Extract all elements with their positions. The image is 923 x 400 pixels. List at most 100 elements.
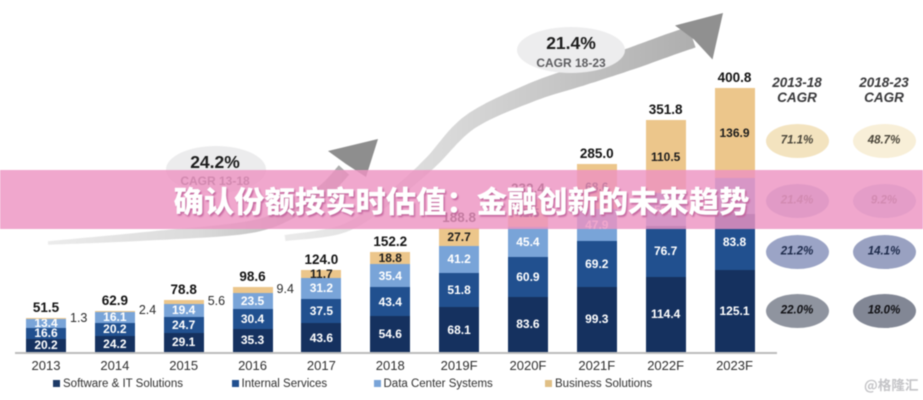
growth-arrow-2018-23 [284, 13, 723, 241]
bar-segment [94, 312, 135, 323]
bar-segment [232, 293, 273, 309]
bar-total-label: 51.5 [32, 300, 60, 316]
cagr-oval: 21.2% [765, 235, 829, 269]
bar-segment [301, 270, 342, 279]
bar-segment [507, 256, 548, 297]
watermark-glyphs [864, 378, 919, 393]
segment-value-outside: 5.6 [207, 293, 226, 308]
bar-segment [26, 338, 66, 352]
x-axis-tick-label: 2015 [169, 358, 199, 373]
bar-total-label: 351.8 [648, 102, 683, 118]
segment-value: 45.4 [516, 234, 540, 249]
segment-value: 43.6 [309, 330, 334, 345]
cagr-oval-value: 71.1% [780, 134, 814, 147]
cagr-column-header-1: 2013-18 CAGR [772, 75, 822, 105]
cagr-oval-value: 18.0% [867, 304, 901, 317]
bar-segment [507, 296, 548, 352]
bar-segment [439, 245, 480, 273]
segment-value: 29.1 [172, 335, 196, 350]
segment-value: 30.4 [240, 311, 265, 326]
x-axis-tick-label: 2018 [375, 358, 405, 373]
x-axis-tick-label: 2020F [509, 358, 547, 373]
segment-value: 83.6 [516, 317, 540, 332]
segment-value: 54.6 [378, 327, 402, 342]
bar-segment [370, 287, 411, 317]
bar-segment [94, 322, 135, 337]
bar-total-label: 400.8 [717, 69, 752, 85]
bar-total-label: 98.6 [239, 269, 266, 285]
cagr-oval: 71.1% [765, 124, 829, 158]
bar-segment [370, 251, 411, 265]
segment-value-outside: 2.4 [138, 303, 157, 318]
segment-value: 51.8 [447, 283, 471, 298]
bar-segment [232, 308, 273, 329]
segment-value: 27.7 [447, 229, 471, 244]
segment-value: 18.8 [378, 250, 402, 265]
bar-segment [232, 328, 273, 352]
bar-segment [370, 264, 411, 288]
x-axis-tick-label: 2016 [238, 358, 267, 373]
segment-value: 41.2 [447, 252, 471, 267]
segment-value: 76.7 [653, 244, 678, 259]
bar-total-label: 124.0 [304, 252, 339, 268]
segment-value: 99.3 [585, 312, 609, 327]
bar-segment [576, 286, 617, 352]
x-axis-tick-label: 2017 [306, 358, 336, 373]
segment-value: 110.5 [650, 149, 681, 164]
segment-value-outside: 9.4 [276, 282, 294, 297]
bar-segment [439, 307, 480, 352]
legend-label: Business Solutions [555, 378, 653, 390]
cagr-oval: 22.0% [765, 294, 829, 328]
bar-segment [301, 278, 342, 299]
cagr-18-23-value: 21.4% [546, 33, 596, 53]
bar-segment [439, 273, 480, 308]
segment-value: 35.4 [378, 268, 402, 283]
x-axis-tick-label: 2013 [31, 358, 61, 373]
legend-label: Software & IT Solutions [63, 378, 183, 390]
bar-total-label: 78.8 [170, 282, 197, 298]
bar-segment [26, 327, 66, 339]
cagr-oval-value: 14.1% [867, 245, 901, 258]
bar-segment [507, 226, 548, 257]
bar-segment [232, 287, 273, 294]
cagr-oval: 48.7% [852, 124, 916, 158]
segment-value: 83.8 [722, 234, 747, 249]
segment-value: 35.3 [240, 333, 265, 348]
segment-value: 16.6 [34, 326, 58, 341]
segment-value: 24.7 [172, 317, 196, 332]
bar-segment [163, 303, 204, 317]
segment-value: 31.2 [309, 281, 334, 296]
bar-segment [714, 87, 755, 179]
bar-segment [163, 332, 204, 352]
bar-segment [439, 227, 480, 246]
x-axis-line [15, 352, 777, 354]
segment-value: 125.1 [719, 303, 750, 318]
bar-segment [714, 269, 755, 352]
legend-label: Internal Services [241, 378, 328, 390]
bar-segment [163, 316, 204, 333]
x-axis-tick-label: 2023F [716, 358, 753, 373]
cagr-oval-value: 48.7% [867, 134, 901, 147]
segment-value: 20.2 [103, 322, 127, 337]
banner-title-glyphs [174, 186, 749, 216]
legend-swatch [53, 380, 60, 387]
bar-total-label: 285.0 [579, 146, 614, 162]
cagr-oval-value: 22.0% [780, 304, 814, 317]
segment-value: 37.5 [309, 303, 334, 318]
bar-segment [94, 310, 135, 313]
legend-label: Data Center Systems [383, 378, 493, 390]
headline-banner [0, 170, 923, 229]
cagr-oval: 14.1% [852, 235, 916, 269]
segment-value: 136.9 [719, 126, 750, 141]
cagr-oval-value: 21.2% [780, 245, 814, 258]
bar-total-label: 152.2 [373, 233, 408, 249]
segment-value: 23.5 [240, 293, 265, 308]
x-axis-tick-label: 2019F [440, 358, 478, 373]
segment-value: 68.1 [447, 322, 471, 337]
bar-segment [163, 300, 204, 304]
bar-segment [26, 318, 66, 319]
segment-value: 20.2 [34, 338, 58, 353]
bar-segment [26, 318, 66, 328]
